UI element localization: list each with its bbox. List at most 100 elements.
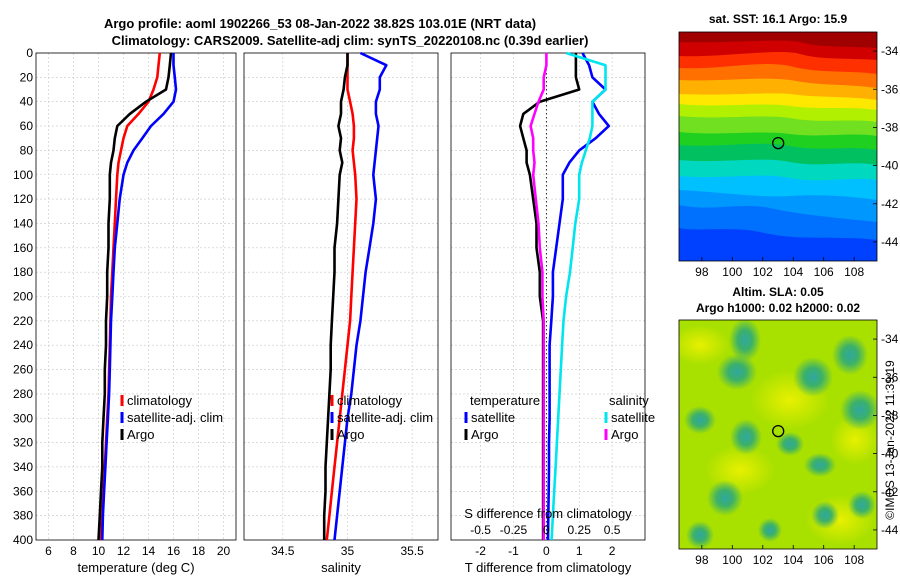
x-axis-label: temperature (deg C)	[77, 560, 194, 575]
legend-label: Argo	[337, 427, 364, 442]
map-y-tick-label: -42	[881, 485, 899, 499]
top-tick-label: -0.25	[500, 523, 528, 537]
x-tick-label: 0	[543, 544, 550, 558]
x-tick-label: 34.5	[271, 544, 295, 558]
depth-tick-label: 260	[13, 363, 33, 377]
map-x-tick-label: 98	[695, 553, 709, 567]
x-tick-label: 35	[341, 544, 355, 558]
title-line-2: Climatology: CARS2009. Satellite-adj cli…	[112, 33, 589, 48]
map-x-tick-label: 102	[753, 553, 773, 567]
depth-tick-label: 220	[13, 314, 33, 328]
depth-tick-label: 200	[13, 290, 33, 304]
sst-map: sat. SST: 16.1 Argo: 15.9 98 100 102 104 106…	[678, 12, 899, 279]
legend-label: satellite	[611, 410, 655, 425]
depth-tick-label: 340	[13, 460, 33, 474]
sla-map-image	[679, 320, 877, 549]
map-y-tick-label: -42	[881, 197, 899, 211]
map-x-tick-label: 104	[783, 553, 803, 567]
map-x-tick-label: 100	[722, 553, 742, 567]
map-x-tick-label: 98	[695, 265, 709, 279]
sla-argo-marker	[772, 424, 785, 438]
map-y-tick-label: -36	[881, 370, 899, 384]
x-tick-label: 1	[576, 544, 583, 558]
legend-label: satellite-adj. clim	[337, 410, 433, 425]
legend-label: climatology	[127, 393, 193, 408]
map-y-tick-label: -40	[881, 447, 899, 461]
sla-map-title-2: Argo h1000: 0.02 h2000: 0.02	[696, 301, 860, 315]
map-y-tick-label: -44	[881, 523, 899, 537]
sla-map: Altim. SLA: 0.05 Argo h1000: 0.02 h2000:…	[678, 285, 899, 567]
top-tick-label: 0.5	[604, 523, 621, 537]
series-line-argo	[97, 52, 173, 541]
depth-tick-label: 400	[13, 533, 33, 547]
difference-panel: -2 -1 0 1 2 T difference from climatology temp…	[450, 51, 655, 575]
legend-label: satellite-adj. clim	[127, 410, 223, 425]
map-x-tick-label: 100	[722, 265, 742, 279]
series-line-climatology	[325, 53, 358, 541]
x-axis-label: T difference from climatology	[465, 560, 632, 575]
axes-frame	[243, 52, 439, 541]
depth-tick-label: 380	[13, 509, 33, 523]
salinity-panel: 34.5 35 35.5 salinity climatology satellite-a…	[243, 51, 439, 575]
depth-tick-label: 360	[13, 484, 33, 498]
top-tick-label: -0.5	[470, 523, 491, 537]
axes-frame	[35, 52, 237, 541]
map-y-tick-label: -34	[881, 44, 899, 58]
top-axis-label: S difference from climatology	[464, 506, 632, 521]
x-tick-label: 8	[70, 544, 77, 558]
depth-tick-label: 80	[20, 143, 34, 157]
depth-tick-label: 240	[13, 338, 33, 352]
depth-tick-label: 280	[13, 387, 33, 401]
depth-tick-label: 20	[20, 70, 34, 84]
sst-map-title: sat. SST: 16.1 Argo: 15.9	[709, 12, 848, 26]
x-tick-label: 6	[45, 544, 52, 558]
map-x-tick-label: 106	[814, 553, 834, 567]
imos-credit: ©IMOS 13-Jan-2022 11:39:19	[883, 360, 897, 520]
depth-tick-label: 120	[13, 192, 33, 206]
map-y-tick-label: -38	[881, 120, 899, 134]
depth-tick-label: 320	[13, 436, 33, 450]
x-tick-label: 10	[92, 544, 106, 558]
top-tick-label: 0.25	[568, 523, 592, 537]
depth-tick-label: 300	[13, 411, 33, 425]
series-line-s-argo	[529, 53, 548, 540]
map-y-tick-label: -44	[881, 235, 899, 249]
map-x-tick-label: 106	[814, 265, 834, 279]
depth-tick-label: 160	[13, 241, 33, 255]
map-x-tick-label: 104	[783, 265, 803, 279]
x-tick-label: 20	[217, 544, 231, 558]
legend-label: climatology	[337, 393, 403, 408]
map-y-tick-label: -36	[881, 82, 899, 96]
series-line-satellite-adj-clim	[101, 53, 178, 541]
x-tick-label: 2	[609, 544, 616, 558]
series-line-argo	[322, 53, 349, 540]
sla-map-title-1: Altim. SLA: 0.05	[732, 285, 824, 299]
depth-tick-label: 140	[13, 216, 33, 230]
map-y-tick-label: -34	[881, 332, 899, 346]
x-tick-label: -2	[475, 544, 486, 558]
legend-label: satellite	[471, 410, 515, 425]
sst-map-image	[679, 32, 877, 261]
x-tick-label: 14	[142, 544, 156, 558]
legend-label: Argo	[611, 427, 638, 442]
series-line-satellite-adj-clim	[333, 51, 388, 541]
temperature-panel: 0 20 40 60 80 100 120 140 160 180 200 220 240 260 280 3…	[13, 46, 237, 575]
legend-heading-salinity: salinity	[609, 393, 649, 408]
x-tick-label: 18	[192, 544, 206, 558]
x-tick-label: 12	[117, 544, 131, 558]
title-line-1: Argo profile: aoml 1902266_53 08-Jan-202…	[104, 16, 536, 31]
depth-tick-label: 180	[13, 265, 33, 279]
legend-label: Argo	[127, 427, 154, 442]
map-x-tick-label: 102	[753, 265, 773, 279]
map-x-tick-label: 108	[844, 553, 864, 567]
legend-label: Argo	[471, 427, 498, 442]
x-tick-label: -1	[508, 544, 519, 558]
series-line-s-satellite	[550, 51, 607, 541]
x-tick-label: 16	[167, 544, 181, 558]
top-tick-label: 0	[543, 523, 550, 537]
depth-tick-label: 100	[13, 168, 33, 182]
map-y-tick-label: -38	[881, 408, 899, 422]
x-axis-label: salinity	[321, 560, 361, 575]
map-x-tick-label: 108	[844, 265, 864, 279]
depth-tick-label: 60	[20, 119, 34, 133]
